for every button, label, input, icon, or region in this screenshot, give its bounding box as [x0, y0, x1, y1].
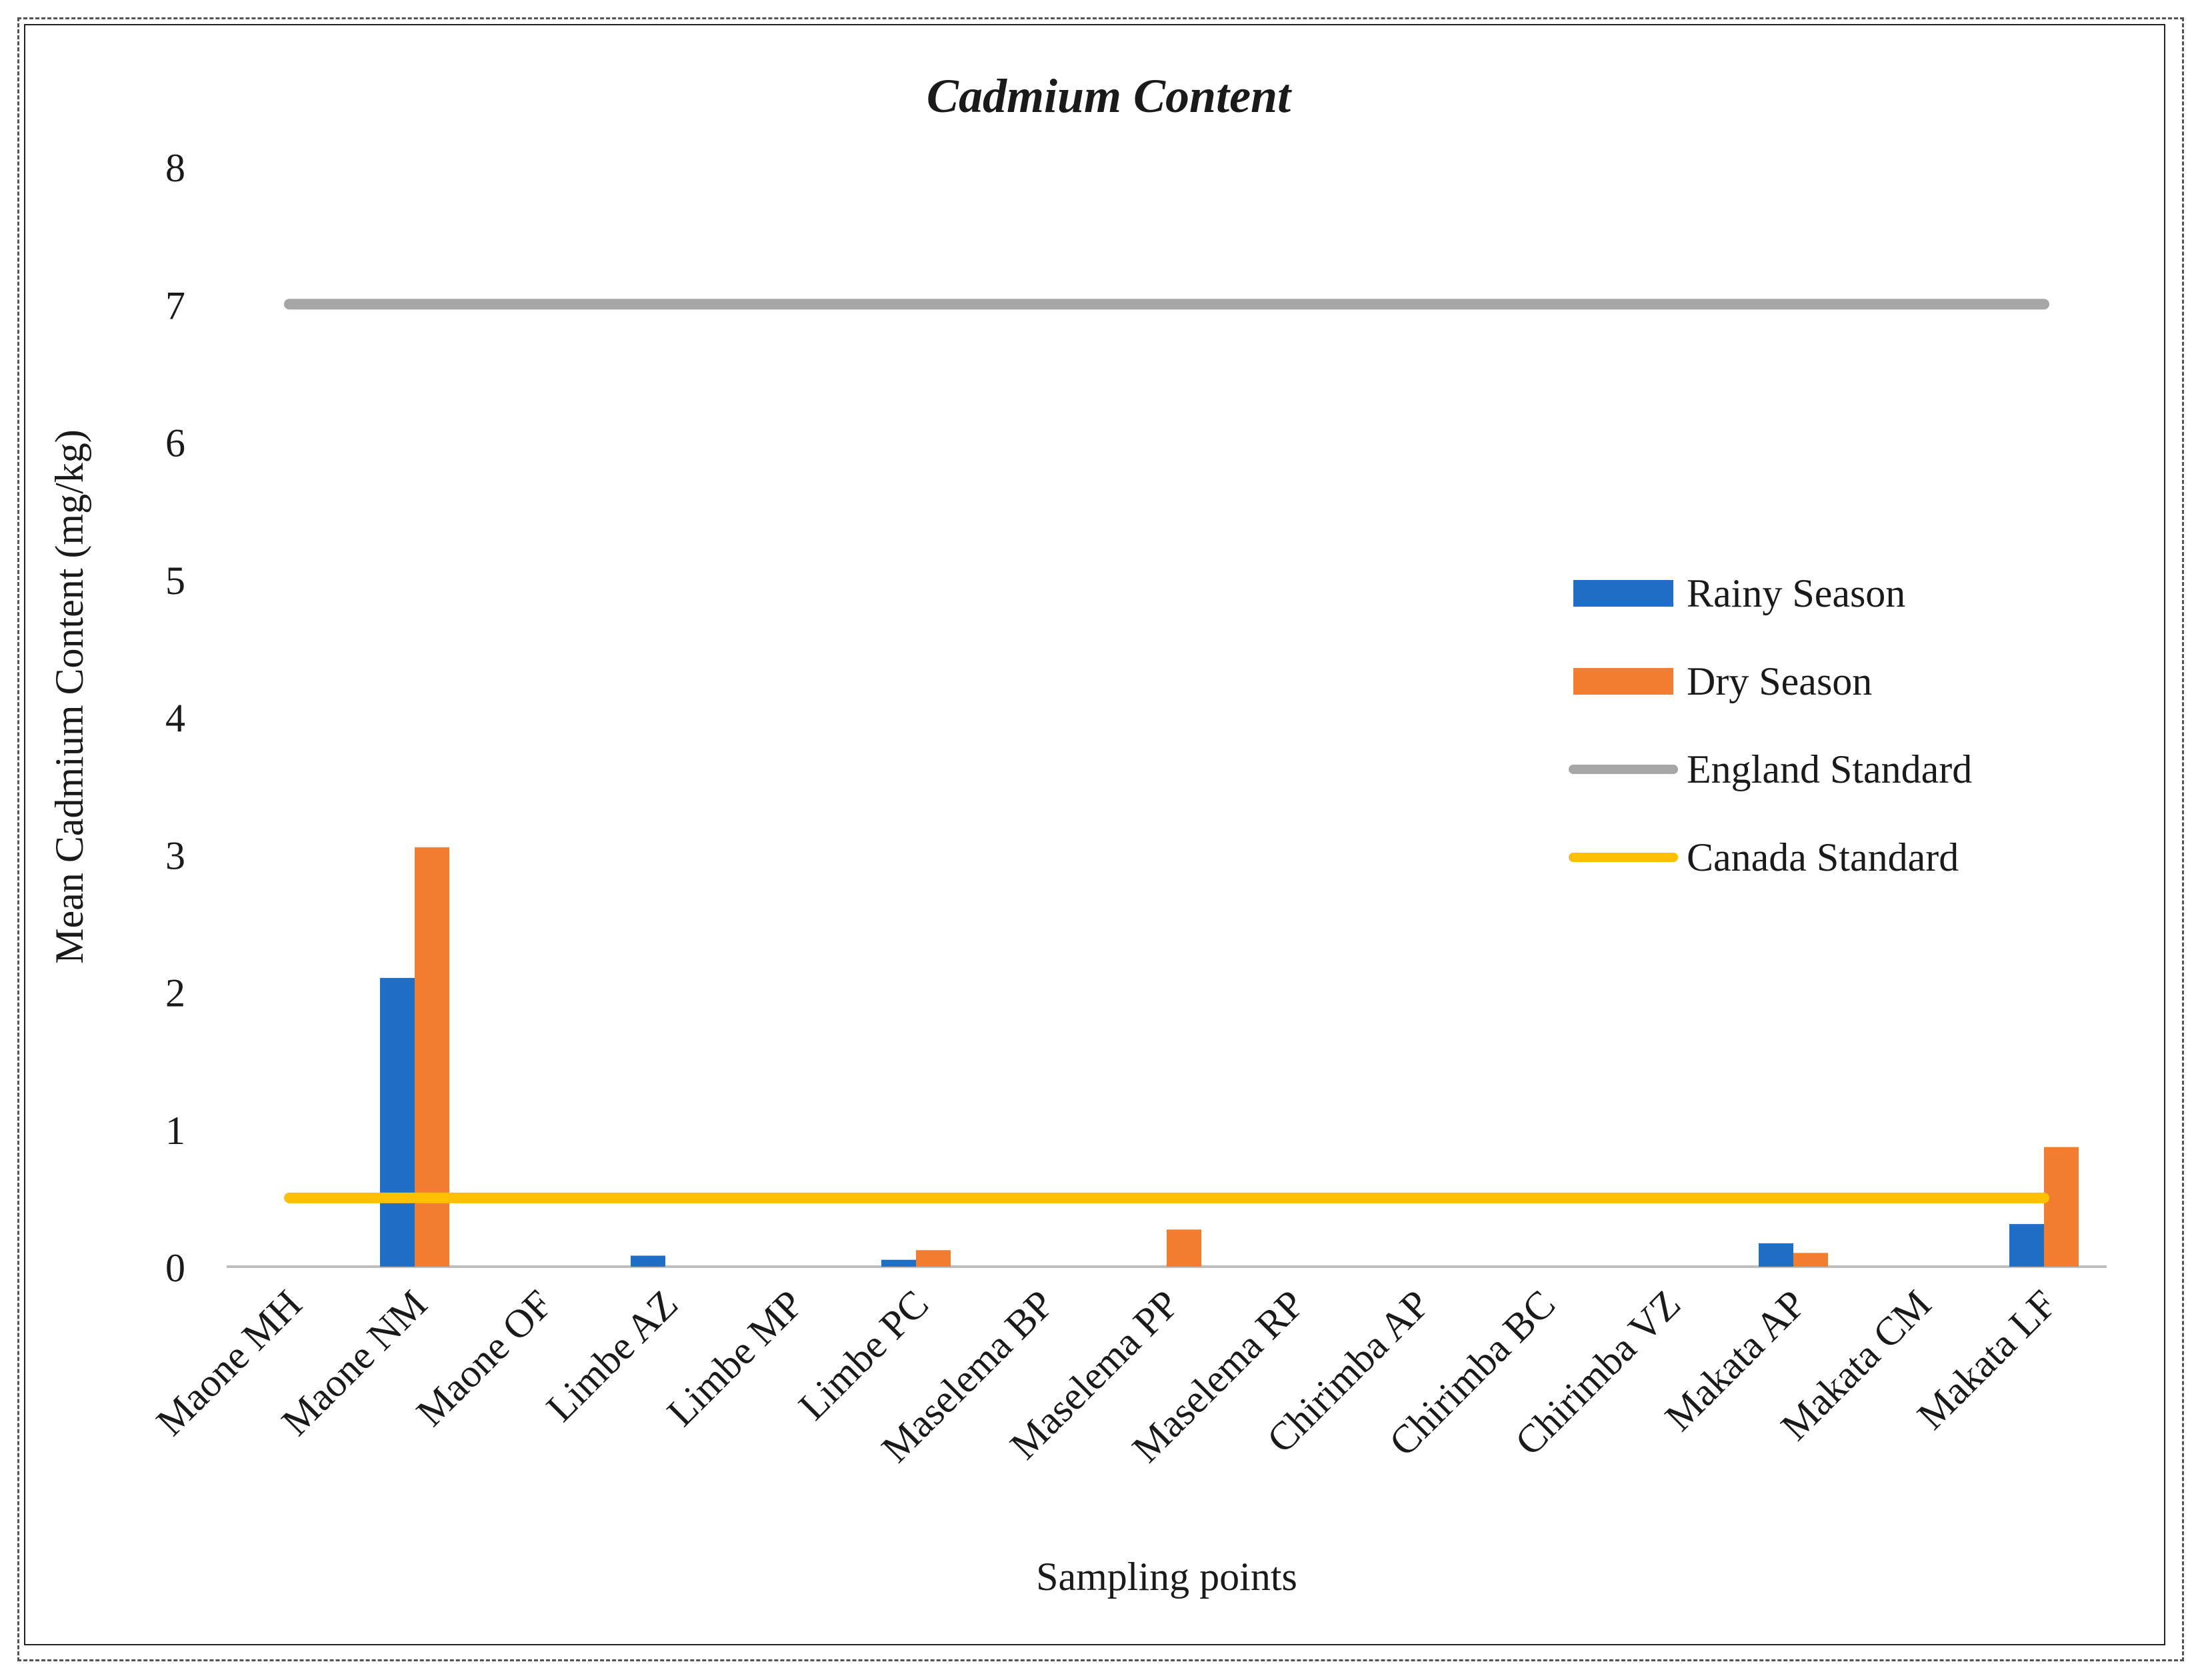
legend: Rainy Season Dry Season England Standard Ca…: [1569, 571, 1972, 879]
bar-dry-season: [916, 1250, 951, 1267]
legend-label-dry-season: Dry Season: [1687, 659, 1872, 703]
bar-rainy-season: [380, 977, 415, 1267]
chart-border: [24, 24, 2165, 1645]
bar-rainy-season: [631, 1255, 665, 1267]
bar-dry-season: [1793, 1253, 1828, 1267]
y-axis-ticks: 0 1 2 3 4 5 6 7 8: [165, 146, 185, 1290]
legend-label-rainy-season: Rainy Season: [1687, 571, 1905, 615]
y-tick-label: 1: [165, 1109, 185, 1153]
y-tick-label: 7: [165, 283, 185, 327]
bar-rainy-season: [1759, 1243, 1793, 1267]
bar-rainy-season: [881, 1259, 916, 1267]
y-tick-label: 6: [165, 421, 185, 465]
y-tick-label: 4: [165, 696, 185, 740]
bar-dry-season: [1167, 1229, 1201, 1267]
bar-rainy-season: [2009, 1224, 2044, 1267]
reference-lines: [284, 299, 2049, 1203]
y-tick-label: 2: [165, 971, 185, 1015]
y-tick-label: 0: [165, 1246, 185, 1290]
x-tick-label: Makata LF: [1909, 1282, 2065, 1438]
chart-title: Cadmium Content: [927, 69, 1292, 123]
outer-dashed-frame: [17, 17, 2184, 1661]
legend-label-canada-standard: Canada Standard: [1687, 835, 1959, 879]
bar-dry-season: [2044, 1147, 2079, 1267]
x-tick-label: Maone OF: [408, 1282, 561, 1435]
x-axis-label: Sampling points: [1036, 1555, 1297, 1599]
y-tick-label: 8: [165, 146, 185, 190]
legend-swatch-rainy-season: [1573, 580, 1673, 607]
x-tick-label: Limbe MP: [659, 1282, 811, 1435]
y-axis-label: Mean Cadmium Content (mg/kg): [47, 429, 91, 964]
y-tick-label: 5: [165, 559, 185, 603]
legend-swatch-dry-season: [1573, 668, 1673, 695]
bars: [380, 847, 2079, 1267]
bar-dry-season: [415, 847, 449, 1267]
y-tick-label: 3: [165, 833, 185, 877]
legend-label-england-standard: England Standard: [1687, 747, 1972, 791]
